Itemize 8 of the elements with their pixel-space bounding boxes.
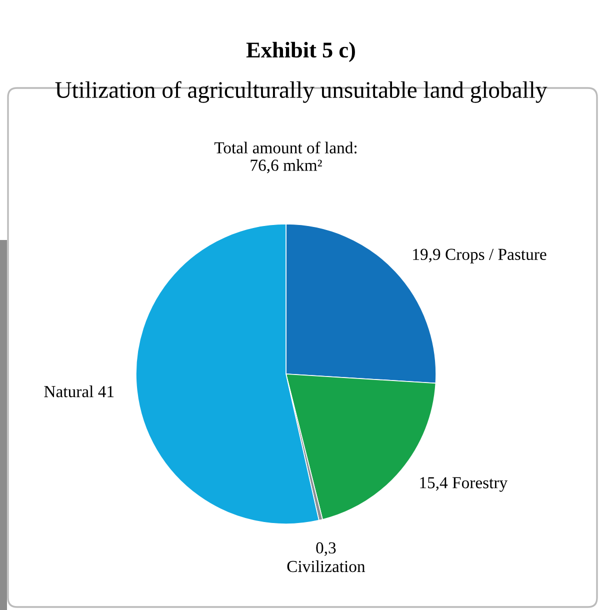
slice-label: Natural 41 — [44, 386, 114, 398]
slice-label: Civilization — [287, 560, 366, 572]
chart-subtitle: Utilization of agriculturally unsuitable land globally — [55, 81, 548, 103]
chart-title: Exhibit 5 c) — [246, 42, 355, 62]
data-label: 0,3 — [316, 542, 336, 556]
text: Total amount of land: 76,6 mkm² — [214, 142, 356, 174]
slice-label: 19,9 Crops / Pasture — [413, 248, 546, 264]
slice-label: 15,4 Forestry — [420, 477, 508, 492]
